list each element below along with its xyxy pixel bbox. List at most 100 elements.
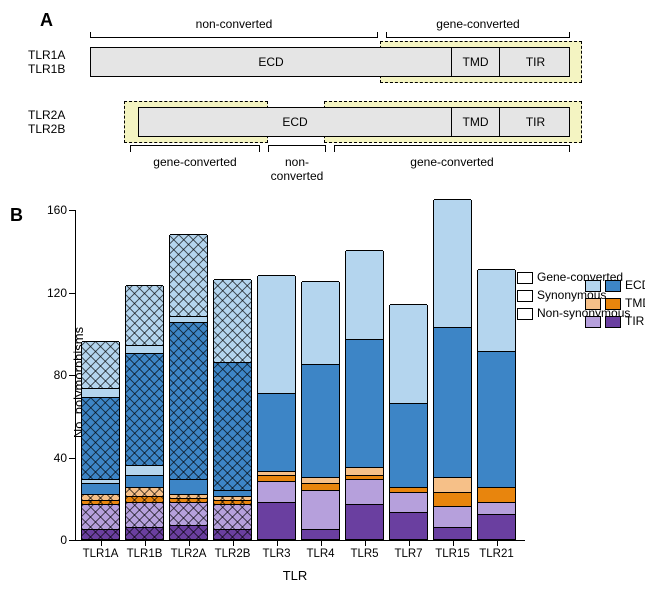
y-tick-label: 80 bbox=[41, 368, 67, 382]
bracket-line bbox=[268, 145, 326, 146]
gene-segment: ECD bbox=[91, 48, 451, 76]
panel-b-label: B bbox=[10, 205, 23, 226]
bar-segment bbox=[258, 471, 295, 475]
x-tick bbox=[321, 540, 322, 546]
gene-segment: TIR bbox=[499, 108, 571, 136]
gene-segment: TMD bbox=[451, 48, 499, 76]
bar-segment bbox=[82, 397, 119, 480]
bar-segment bbox=[478, 514, 515, 539]
bar-segment bbox=[478, 487, 515, 501]
bar-segment bbox=[82, 500, 119, 504]
bar-segment bbox=[346, 475, 383, 479]
panel-a-label: A bbox=[40, 10, 53, 31]
legend-item: TIR bbox=[585, 314, 645, 332]
legend-swatch bbox=[517, 272, 533, 284]
bracket-line bbox=[130, 145, 260, 146]
bar-segment bbox=[302, 364, 339, 477]
legend-swatch bbox=[585, 280, 601, 292]
bar-segment bbox=[82, 494, 119, 500]
bar-segment bbox=[170, 498, 207, 502]
bar-segment bbox=[82, 483, 119, 493]
x-tick-label: TLR15 bbox=[435, 548, 470, 560]
panel-b: No. polymorphisms TLR 04080120160 TLR1AT… bbox=[45, 210, 625, 590]
gene1-labels: TLR1A TLR1B bbox=[28, 48, 65, 76]
bar bbox=[257, 276, 296, 540]
x-tick bbox=[409, 540, 410, 546]
legend-swatch bbox=[605, 280, 621, 292]
bar-segment bbox=[126, 496, 163, 502]
bar-segment bbox=[302, 281, 339, 364]
gene-segment: TMD bbox=[451, 108, 499, 136]
bar-segment bbox=[258, 275, 295, 393]
legend-item: ECD bbox=[585, 278, 645, 296]
bar-segment bbox=[126, 465, 163, 475]
x-tick bbox=[277, 540, 278, 546]
bracket-label: gene-converted bbox=[386, 17, 570, 31]
bar bbox=[389, 305, 428, 540]
bar-segment bbox=[170, 502, 207, 525]
figure: A non-convertedgene-converted TLR1A TLR1… bbox=[10, 10, 635, 601]
bar-segment bbox=[390, 512, 427, 539]
y-tick-label: 0 bbox=[41, 533, 67, 547]
bar bbox=[477, 270, 516, 540]
x-tick bbox=[233, 540, 234, 546]
bar-segment bbox=[390, 492, 427, 513]
bar-segment bbox=[346, 467, 383, 475]
bar bbox=[213, 280, 252, 540]
y-tick-label: 160 bbox=[41, 203, 67, 217]
bar-segment bbox=[170, 322, 207, 479]
panel-a: non-convertedgene-converted TLR1A TLR1B … bbox=[90, 15, 570, 195]
bar bbox=[169, 235, 208, 540]
y-tick bbox=[69, 375, 75, 376]
bar bbox=[301, 282, 340, 540]
bar-segment bbox=[302, 483, 339, 489]
bar-segment bbox=[126, 527, 163, 539]
bracket-line bbox=[90, 37, 378, 38]
bar-segment bbox=[170, 479, 207, 493]
bar-segment bbox=[126, 475, 163, 487]
bar-segment bbox=[214, 490, 251, 496]
bracket-label: gene-converted bbox=[130, 155, 260, 169]
gene-segment: TIR bbox=[499, 48, 571, 76]
gene2-bar: ECDTMDTIR bbox=[138, 107, 570, 137]
gene2-labels: TLR2A TLR2B bbox=[28, 108, 65, 136]
bar-segment bbox=[258, 481, 295, 502]
y-tick bbox=[69, 458, 75, 459]
legend-item: TMD bbox=[585, 296, 645, 314]
bar bbox=[433, 200, 472, 540]
bar-segment bbox=[258, 393, 295, 471]
x-tick-label: TLR2B bbox=[215, 548, 251, 560]
y-tick bbox=[69, 210, 75, 211]
bar bbox=[81, 342, 120, 540]
bar-segment bbox=[434, 506, 471, 527]
bar-segment bbox=[346, 504, 383, 539]
bar-segment bbox=[346, 250, 383, 339]
x-tick-label: TLR3 bbox=[262, 548, 290, 560]
bar-segment bbox=[82, 341, 119, 388]
bar-segment bbox=[214, 362, 251, 490]
legend-label: ECD bbox=[625, 278, 645, 292]
y-tick bbox=[69, 540, 75, 541]
legend-swatch bbox=[605, 316, 621, 328]
bar-segment bbox=[214, 279, 251, 362]
bar-segment bbox=[170, 525, 207, 539]
bar-segment bbox=[170, 316, 207, 322]
legend-swatch bbox=[517, 308, 533, 320]
bar bbox=[345, 251, 384, 540]
x-tick bbox=[365, 540, 366, 546]
x-axis bbox=[75, 540, 525, 541]
gene-segment: ECD bbox=[139, 108, 451, 136]
top-brackets: non-convertedgene-converted bbox=[90, 15, 570, 43]
x-tick bbox=[101, 540, 102, 546]
bar-segment bbox=[302, 529, 339, 539]
bar-segment bbox=[434, 492, 471, 506]
bar-segment bbox=[478, 351, 515, 487]
bar-segment bbox=[434, 327, 471, 478]
y-tick-label: 120 bbox=[41, 286, 67, 300]
bar-segment bbox=[126, 502, 163, 527]
bar-segment bbox=[346, 339, 383, 467]
legend-swatch bbox=[585, 298, 601, 310]
bar-segment bbox=[258, 502, 295, 539]
x-tick bbox=[189, 540, 190, 546]
bar-segment bbox=[126, 353, 163, 464]
